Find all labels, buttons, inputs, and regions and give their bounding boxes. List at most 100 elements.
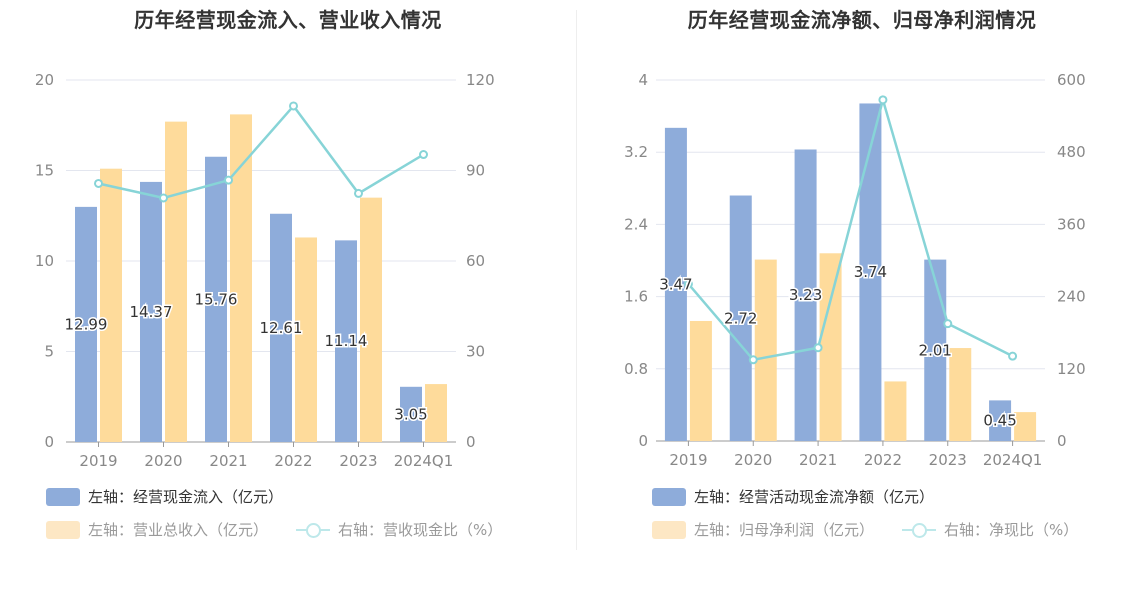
x-tick-label: 2023: [339, 452, 377, 470]
legend-label: 右轴：净现比（%）: [944, 521, 1079, 539]
legend-item-revenue-cash-ratio[interactable]: 右轴：营收现金比（%）: [296, 519, 502, 540]
y-right-tick-label: 600: [1057, 71, 1086, 89]
legend-item-net-cash-flow[interactable]: 左轴：经营活动现金流净额（亿元）: [652, 486, 934, 507]
y-left-tick-label: 4: [638, 71, 648, 89]
legend-swatch: [46, 520, 80, 539]
legend-line-marker: [296, 521, 330, 539]
chart-canvas: 0 5 10 15 20 0 30 60 90 120 2019 2020 2021 2022 2023 20…: [35, 71, 495, 470]
bar-0-primary: [270, 213, 292, 442]
line-point: [224, 175, 233, 185]
bar-0-secondary: [230, 114, 252, 442]
bar-1-secondary: [754, 259, 777, 441]
bar-0-secondary: [425, 384, 447, 442]
line-point: [159, 193, 168, 203]
y-right-tick-label: 30: [466, 343, 485, 361]
x-tick-label: 2021: [209, 452, 247, 470]
legend-item-net-cash-ratio[interactable]: 右轴：净现比（%）: [902, 519, 1078, 540]
bar-0-primary: [205, 156, 227, 442]
x-tick-label: 2020: [144, 452, 182, 470]
bar-0-primary: [335, 240, 357, 442]
y-right-tick-label: 480: [1057, 143, 1086, 161]
y-right-tick-label: 120: [1057, 360, 1086, 378]
line-point: [748, 355, 758, 365]
y-left-tick-label: 10: [35, 252, 54, 270]
y-left-tick-label: 0.8: [624, 360, 648, 378]
y-right-tick-label: 240: [1057, 288, 1086, 306]
y-right-tick-label: 90: [466, 162, 485, 180]
x-tick-label: 2024Q1: [394, 452, 454, 470]
legend-line-marker: [902, 521, 936, 539]
y-left-tick-label: 20: [35, 71, 54, 89]
bar-data-label: 12.99: [65, 315, 108, 333]
bar-data-label: 12.61: [260, 319, 303, 337]
y-left-tick-label: 0: [44, 433, 54, 451]
legend-label: 右轴：营收现金比（%）: [338, 521, 503, 539]
bar-1-primary: [729, 195, 752, 441]
legend-label: 左轴：营业总收入（亿元）: [88, 521, 269, 539]
line-point: [943, 319, 953, 329]
line-series: [687, 95, 1014, 362]
bar-0-primary: [400, 386, 422, 442]
legend-item-revenue[interactable]: 左轴：营业总收入（亿元）: [46, 519, 268, 540]
bar-data-label: 0.45: [983, 412, 1016, 430]
x-tick-label: 2021: [799, 451, 837, 469]
line-series: [98, 103, 425, 200]
y-left-tick-label: 15: [35, 162, 54, 180]
bar-0-secondary: [360, 197, 382, 442]
chart-title: 历年经营现金流入、营业收入情况: [134, 8, 442, 32]
legend-swatch: [652, 487, 686, 506]
bar-0-secondary: [295, 237, 317, 442]
bar-data-label: 15.76: [195, 290, 238, 308]
y-left-tick-label: 2.4: [624, 215, 648, 233]
legend-label: 左轴：经营活动现金流净额（亿元）: [694, 488, 935, 506]
legend-label: 左轴：归母净利润（亿元）: [694, 521, 875, 539]
y-right-tick-label: 0: [1057, 432, 1067, 450]
x-tick-label: 2023: [929, 451, 967, 469]
bar-data-label: 11.14: [325, 332, 368, 350]
bar-1-secondary: [689, 320, 712, 441]
chart-panel-net-cash-flow: 历年经营现金流净额、归母净利润情况 0 0.8 1.6 2.4 3.2 4 0 120 240 3…: [576, 0, 1148, 589]
bar-1-secondary: [819, 253, 842, 441]
bar-data-label: 2.01: [919, 341, 952, 359]
x-tick-label: 2024Q1: [983, 451, 1043, 469]
panel-divider: [576, 10, 577, 550]
bar-data-label: 2.72: [724, 309, 757, 327]
legend-item-cash-inflow[interactable]: 左轴：经营现金流入（亿元）: [46, 486, 283, 507]
chart-title: 历年经营现金流净额、归母净利润情况: [687, 8, 1037, 32]
x-tick-label: 2019: [79, 452, 117, 470]
y-right-tick-label: 360: [1057, 215, 1086, 233]
bar-1-secondary: [949, 348, 972, 441]
line-point: [878, 95, 888, 105]
legend-label: 左轴：经营现金流入（亿元）: [88, 488, 284, 506]
x-tick-label: 2022: [864, 451, 902, 469]
bar-0-primary: [140, 181, 162, 442]
bar-data-label: 14.37: [130, 303, 173, 321]
bar-0-secondary: [100, 168, 122, 442]
legend-item-net-profit[interactable]: 左轴：归母净利润（亿元）: [652, 519, 874, 540]
plot-area: 0 0.8 1.6 2.4 3.2 4 0 120 240 360 480 600 2019 2020 20…: [624, 71, 1086, 469]
bar-1-secondary: [1014, 412, 1037, 441]
chart-panel-cash-inflow: 历年经营现金流入、营业收入情况 0 5 10 15 20 0 30 60 90 120 2019 20…: [35, 8, 502, 540]
bar-1-secondary: [884, 381, 907, 441]
line-point: [94, 178, 103, 188]
y-right-tick-label: 0: [466, 433, 476, 451]
bar-0-secondary: [165, 121, 187, 442]
y-left-tick-label: 1.6: [624, 288, 648, 306]
y-left-tick-label: 3.2: [624, 143, 648, 161]
bar-0-primary: [75, 206, 97, 442]
bar-data-label: 3.47: [659, 275, 692, 293]
y-right-tick-label: 60: [466, 252, 485, 270]
line-point: [289, 101, 298, 111]
line-point: [419, 150, 428, 160]
line-point: [354, 188, 363, 198]
bar-data-label: 3.05: [394, 405, 427, 423]
bar-1-primary: [924, 259, 947, 441]
bar-data-label: 3.23: [789, 286, 822, 304]
x-tick-label: 2019: [669, 451, 707, 469]
x-tick-label: 2022: [274, 452, 312, 470]
x-tick-label: 2020: [734, 451, 772, 469]
y-left-tick-label: 0: [638, 432, 648, 450]
y-left-tick-label: 5: [44, 343, 54, 361]
legend-swatch: [652, 520, 686, 539]
bar-1-primary: [664, 127, 687, 442]
